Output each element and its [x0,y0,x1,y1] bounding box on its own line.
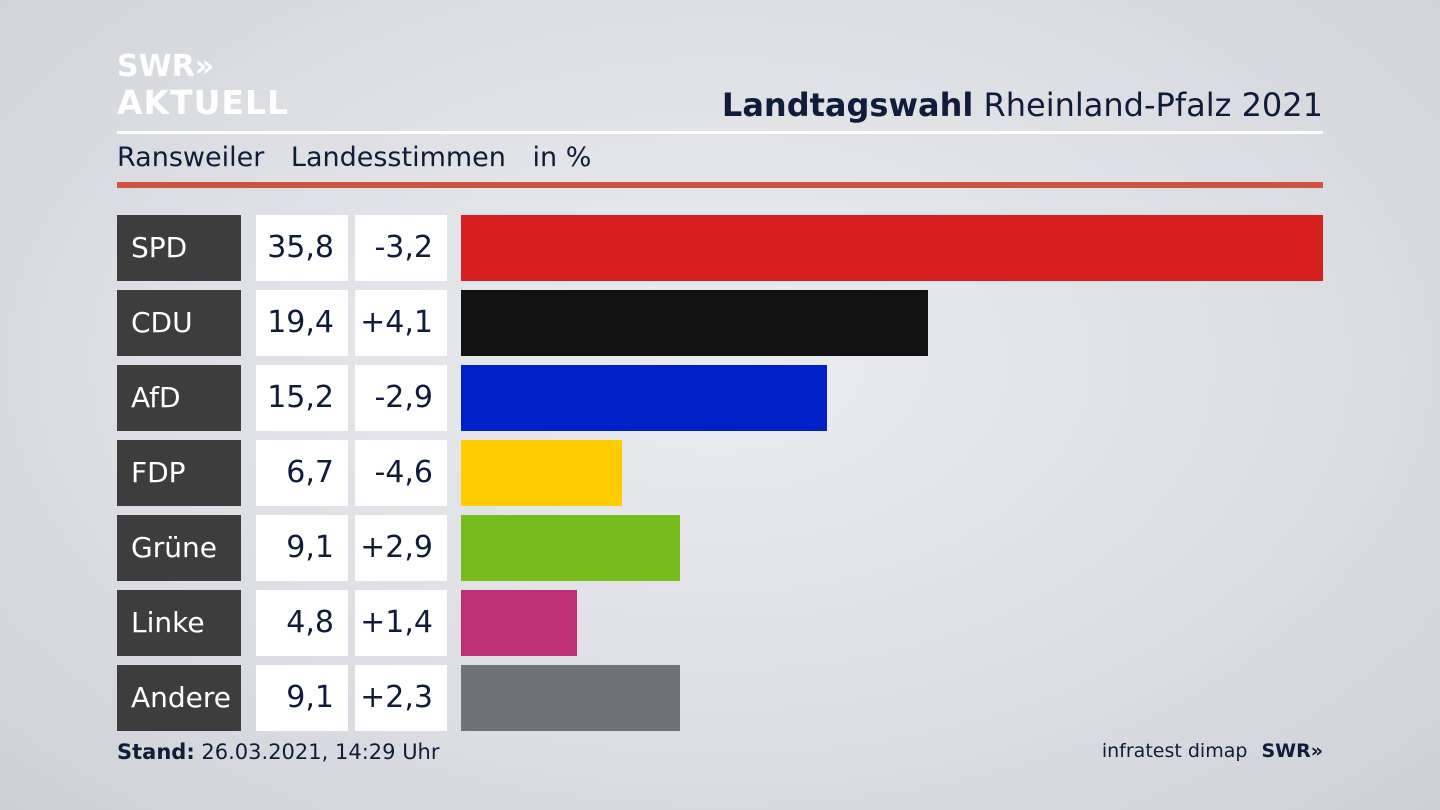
party-label: Grüne [117,515,241,581]
logo-line-1: SWR» [117,49,215,84]
party-label: Linke [117,590,241,656]
party-label: AfD [117,365,241,431]
value-label: 35,8 [256,215,348,281]
change-label: -2,9 [355,365,447,431]
chart-row: CDU 19,4 +4,1 [117,290,1323,356]
change-label: +1,4 [355,590,447,656]
timestamp: Stand: 26.03.2021, 14:29 Uhr [117,740,440,764]
value-label: 9,1 [256,515,348,581]
bar [461,665,680,731]
chart-row: AfD 15,2 -2,9 [117,365,1323,431]
subtitle-place: Ransweiler [117,142,265,173]
source-credit: infratest dimap SWR» [1102,740,1323,762]
swr-aktuell-logo: SWR» AKTUELL [117,49,290,122]
value-label: 19,4 [256,290,348,356]
header-divider [117,131,1323,134]
title-bold: Landtagswahl [721,86,974,124]
chart-row: Grüne 9,1 +2,9 [117,515,1323,581]
party-label: SPD [117,215,241,281]
chart-subtitle: Ransweiler Landesstimmen in % [117,142,609,173]
accent-divider [117,182,1323,188]
bar [461,365,827,431]
change-label: +2,3 [355,665,447,731]
change-label: +2,9 [355,515,447,581]
change-label: +4,1 [355,290,447,356]
change-label: -4,6 [355,440,447,506]
source-text: infratest dimap [1101,740,1248,762]
stand-value: 26.03.2021, 14:29 Uhr [201,740,440,764]
subtitle-type: Landesstimmen [290,142,506,173]
bar [461,515,680,581]
swr-footer-logo: SWR» [1261,740,1323,762]
party-label: FDP [117,440,241,506]
subtitle-unit: in % [532,142,592,173]
logo-line-2: AKTUELL [117,83,290,122]
chart-row: FDP 6,7 -4,6 [117,440,1323,506]
chart-row: Andere 9,1 +2,3 [117,665,1323,731]
bar [461,440,622,506]
bar [461,590,577,656]
value-label: 15,2 [256,365,348,431]
value-label: 9,1 [256,665,348,731]
chart-row: Linke 4,8 +1,4 [117,590,1323,656]
value-label: 6,7 [256,440,348,506]
party-label: Andere [117,665,241,731]
value-label: 4,8 [256,590,348,656]
stand-label: Stand: [117,740,195,764]
bar [461,215,1323,281]
chart-row: SPD 35,8 -3,2 [117,215,1323,281]
party-label: CDU [117,290,241,356]
title-rest: Rheinland-Pfalz 2021 [983,86,1323,124]
bar [461,290,928,356]
change-label: -3,2 [355,215,447,281]
page-title: Landtagswahl Rheinland-Pfalz 2021 [722,86,1323,124]
